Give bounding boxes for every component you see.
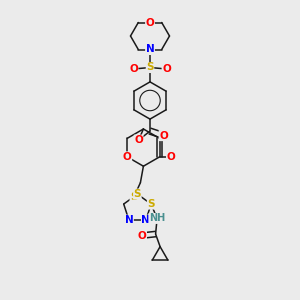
Text: S: S <box>147 199 155 209</box>
Text: S: S <box>146 62 154 73</box>
Text: O: O <box>123 152 132 162</box>
Text: O: O <box>167 152 175 162</box>
Text: O: O <box>129 64 138 74</box>
Text: N: N <box>146 44 154 55</box>
Text: S: S <box>130 192 137 202</box>
Text: O: O <box>162 64 171 74</box>
Text: S: S <box>134 189 141 199</box>
Text: O: O <box>146 17 154 28</box>
Text: O: O <box>159 130 168 141</box>
Text: NH: NH <box>149 214 165 224</box>
Text: O: O <box>138 231 146 241</box>
Text: O: O <box>134 135 143 145</box>
Text: N: N <box>124 215 133 225</box>
Text: N: N <box>142 215 150 225</box>
